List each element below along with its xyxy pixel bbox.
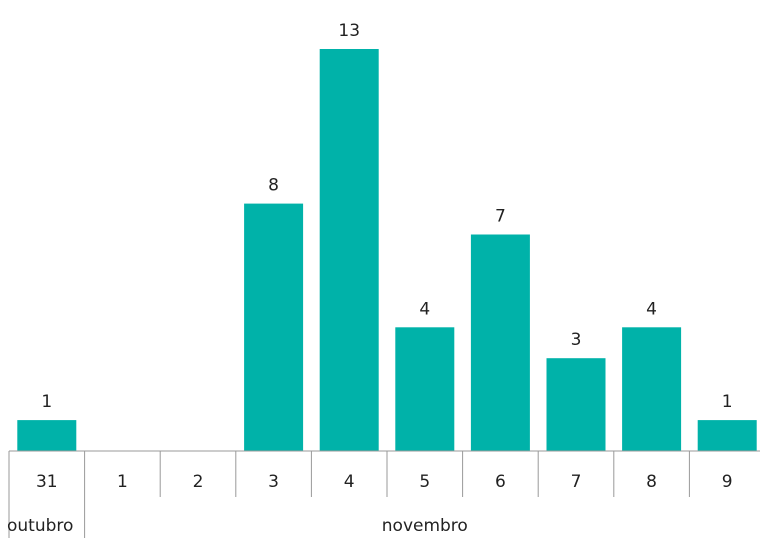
bar-4 (319, 49, 379, 451)
bar-5 (395, 327, 455, 451)
bar-9 (697, 420, 757, 451)
bar-31 (17, 420, 77, 451)
bar-7 (546, 358, 606, 451)
value-label-6: 7 (495, 207, 506, 227)
value-label-8: 4 (646, 299, 657, 319)
tick-label-3: 3 (268, 472, 279, 492)
tick-label-1: 1 (117, 472, 128, 492)
value-label-3: 8 (268, 176, 279, 196)
tick-label-8: 8 (646, 472, 657, 492)
tick-label-9: 9 (722, 472, 733, 492)
month-group-labels: outubro novembro (7, 516, 468, 536)
x-tick-labels: 31 1 2 3 4 5 6 7 8 9 (36, 472, 733, 492)
value-labels-layer: 1 8 13 4 7 3 4 1 (41, 21, 732, 412)
value-label-9: 1 (722, 392, 733, 412)
value-label-5: 4 (419, 299, 430, 319)
x-axis (8, 450, 760, 538)
bars-layer (17, 49, 757, 451)
group-label-outubro: outubro (7, 516, 73, 536)
tick-label-5: 5 (419, 472, 430, 492)
value-label-4: 13 (338, 21, 360, 41)
bar-8 (622, 327, 682, 451)
tick-label-4: 4 (344, 472, 355, 492)
tick-label-7: 7 (571, 472, 582, 492)
bar-6 (470, 234, 530, 451)
value-label-7: 3 (571, 330, 582, 350)
tick-label-2: 2 (193, 472, 204, 492)
tick-label-31: 31 (36, 472, 58, 492)
bar-3 (244, 203, 304, 451)
group-label-novembro: novembro (382, 516, 468, 536)
value-label-31: 1 (41, 392, 52, 412)
tick-label-6: 6 (495, 472, 506, 492)
